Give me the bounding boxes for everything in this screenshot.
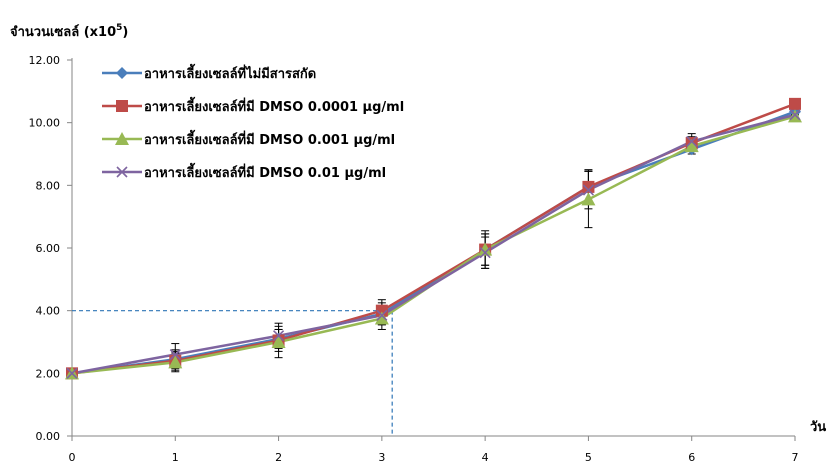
legend: อาหารเลี้ยงเซลล์ที่ไม่มีสารสกัดอาหารเลี้… xyxy=(102,63,404,181)
data-point-series-4-shape xyxy=(686,135,698,148)
x-tick-label: 7 xyxy=(792,451,799,464)
y-axis-title: จำนวนเซลล์ (x105) xyxy=(10,23,128,40)
data-point-series-2 xyxy=(375,304,388,317)
data-point-series-2 xyxy=(582,180,595,193)
y-tick-label: 12.00 xyxy=(29,54,61,67)
data-point-series-2 xyxy=(789,97,801,110)
data-point-series-3 xyxy=(581,192,596,206)
legend-label: อาหารเลี้ยงเซลล์ที่มี DMSO 0.01 µg/ml xyxy=(144,162,386,181)
series-line-4 xyxy=(71,113,796,375)
data-point-series-3-shape xyxy=(478,242,493,256)
legend-marker xyxy=(115,132,129,145)
data-point-series-2-shape xyxy=(582,180,595,193)
x-tick-label: 6 xyxy=(688,451,695,464)
x-tick-label: 4 xyxy=(482,451,489,464)
legend-label: อาหารเลี้ยงเซลล์ที่มี DMSO 0.001 µg/ml xyxy=(144,129,395,148)
data-point-series-4-shape xyxy=(273,330,285,342)
legend-label: อาหารเลี้ยงเซลล์ที่ไม่มีสารสกัด xyxy=(144,63,316,82)
plot-area: 0.00 2.00 4.00 6.00 8.00 10.00 12.00 0 1 2 3 4 5 6 7 xyxy=(29,54,802,464)
legend-marker-shape xyxy=(116,166,128,178)
legend-marker xyxy=(116,67,128,79)
legend-entry-2: อาหารเลี้ยงเซลล์ที่มี DMSO 0.0001 µg/ml xyxy=(102,96,404,115)
data-point-series-2-shape xyxy=(789,97,801,110)
y-axis-title-text: จำนวนเซลล์ (x10 xyxy=(10,24,116,40)
legend-entry-3: อาหารเลี้ยงเซลล์ที่มี DMSO 0.001 µg/ml xyxy=(102,129,395,148)
x-tick-label: 1 xyxy=(172,451,179,464)
y-tick-label: 2.00 xyxy=(36,367,61,380)
x-tick-label: 2 xyxy=(275,451,282,464)
data-point-series-3 xyxy=(168,355,183,369)
y-tick-label: 0.00 xyxy=(36,430,61,443)
series-line-3 xyxy=(71,115,796,375)
data-point-series-3-shape xyxy=(684,139,699,153)
y-axis-title-suffix: ) xyxy=(122,25,128,40)
x-axis-title: วัน xyxy=(810,420,826,435)
data-point-series-4-shape xyxy=(169,348,181,361)
legend-marker xyxy=(116,166,128,178)
data-point-series-4 xyxy=(169,348,181,361)
data-point-series-3-shape xyxy=(581,192,596,206)
legend-entry-1: อาหารเลี้ยงเซลล์ที่ไม่มีสารสกัด xyxy=(102,63,316,82)
data-point-series-3 xyxy=(271,335,286,348)
data-point-series-3-shape xyxy=(168,355,183,369)
legend-marker-shape xyxy=(115,132,129,145)
y-axis-title-exponent: 5 xyxy=(116,23,122,33)
data-point-series-4-shape xyxy=(376,309,388,321)
x-tick-label: 0 xyxy=(69,451,76,464)
data-point-series-3-shape xyxy=(374,311,389,325)
legend-label: อาหารเลี้ยงเซลล์ที่มี DMSO 0.0001 µg/ml xyxy=(144,96,404,115)
legend-entry-4: อาหารเลี้ยงเซลล์ที่มี DMSO 0.01 µg/ml xyxy=(102,162,386,181)
data-point-series-3 xyxy=(374,311,389,325)
data-point-series-4 xyxy=(686,135,698,148)
data-point-series-4-shape xyxy=(582,184,594,196)
data-point-series-4 xyxy=(789,109,801,121)
data-point-series-4 xyxy=(66,367,78,379)
data-point-series-4-shape xyxy=(479,247,491,259)
data-point-series-3 xyxy=(478,242,493,256)
data-point-series-4-shape xyxy=(66,367,78,379)
x-tick-label: 3 xyxy=(378,451,385,464)
data-point-series-3 xyxy=(684,139,699,153)
y-tick-label: 4.00 xyxy=(36,305,61,318)
y-tick-label: 10.00 xyxy=(29,117,61,130)
data-point-series-4 xyxy=(273,330,285,342)
data-point-series-4-shape xyxy=(789,109,801,121)
data-point-series-4 xyxy=(582,184,594,196)
legend-marker-shape xyxy=(116,100,128,112)
x-tick-label: 5 xyxy=(585,451,592,464)
data-point-series-2-shape xyxy=(375,304,388,317)
data-point-series-4 xyxy=(479,247,491,259)
data-point-series-4 xyxy=(376,309,388,321)
data-point-series-3-shape xyxy=(271,335,286,348)
y-tick-label: 8.00 xyxy=(36,179,61,192)
legend-marker xyxy=(116,100,128,112)
y-tick-label: 6.00 xyxy=(36,242,61,255)
legend-marker-shape xyxy=(116,67,128,79)
